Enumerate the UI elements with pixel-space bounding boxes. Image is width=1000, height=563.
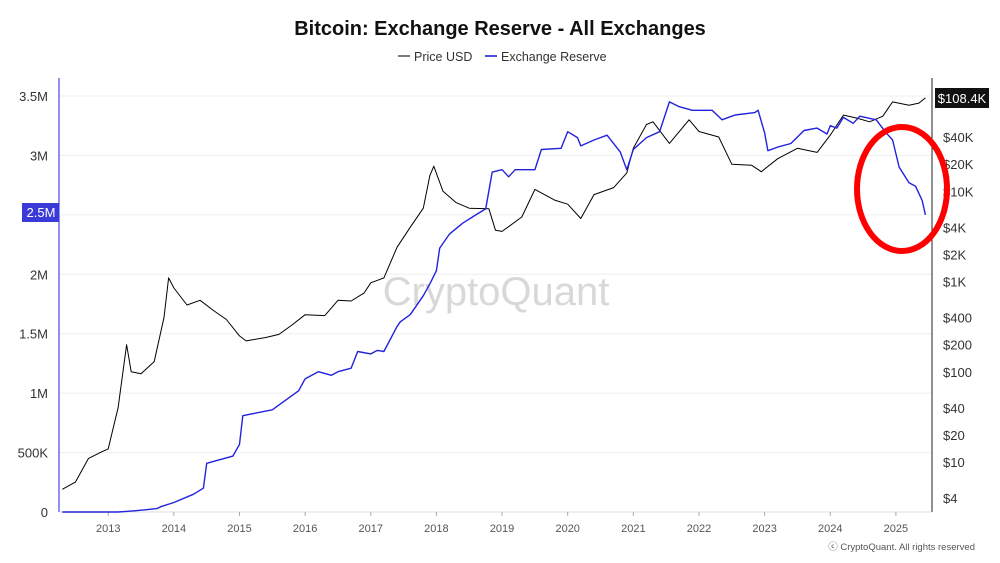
x-tick-label: 2020 bbox=[555, 523, 579, 535]
highlight-ellipse bbox=[854, 124, 950, 254]
x-tick-label: 2023 bbox=[752, 523, 776, 535]
left-axis-ticks: 0 500K 1M 1.5M 2M 3M 3.5M bbox=[18, 89, 49, 520]
right-current-value-tag: $108.4K bbox=[935, 88, 989, 108]
x-tick-label: 2014 bbox=[162, 523, 186, 535]
x-tick-label: 2016 bbox=[293, 523, 317, 535]
x-tick-label: 2024 bbox=[818, 523, 842, 535]
watermark: CryptoQuant bbox=[383, 270, 610, 314]
legend-label-price: Price USD bbox=[414, 50, 472, 64]
left-tick-label: 2M bbox=[30, 267, 48, 282]
copyright-footer: ⓒ CryptoQuant. All rights reserved bbox=[828, 542, 975, 553]
right-tick-label: $4K bbox=[943, 220, 966, 235]
left-current-value-label: 2.5M bbox=[27, 205, 56, 220]
x-tick-label: 2013 bbox=[96, 523, 120, 535]
right-tick-label: $1K bbox=[943, 275, 966, 290]
right-tick-label: $40 bbox=[943, 401, 965, 416]
right-tick-label: $20 bbox=[943, 428, 965, 443]
exchange-reserve-line bbox=[62, 101, 927, 513]
right-axis-ticks: $4 $10 $20 $40 $100 $200 $400 $1K $2K $4K $10K $20K… bbox=[943, 130, 974, 506]
x-tick-label: 2019 bbox=[490, 523, 514, 535]
series-layer bbox=[62, 97, 927, 513]
x-axis-ticks: 2013 2014 2015 2016 2017 2018 2019 2020 2021 2022… bbox=[96, 512, 908, 535]
right-tick-label: $10K bbox=[943, 184, 974, 199]
left-tick-label: 1.5M bbox=[19, 327, 48, 342]
left-current-value-tag: 2.5M bbox=[22, 203, 59, 222]
gridlines bbox=[59, 95, 932, 454]
left-tick-label: 0 bbox=[41, 505, 48, 520]
x-tick-label: 2018 bbox=[424, 523, 448, 535]
x-tick-label: 2022 bbox=[687, 523, 711, 535]
left-tick-label: 3M bbox=[30, 148, 48, 163]
left-tick-label: 500K bbox=[18, 446, 49, 461]
legend: Price USD Exchange Reserve bbox=[398, 50, 607, 64]
x-tick-label: 2017 bbox=[359, 523, 383, 535]
right-tick-label: $200 bbox=[943, 338, 972, 353]
x-tick-label: 2015 bbox=[227, 523, 251, 535]
right-tick-label: $2K bbox=[943, 247, 966, 262]
right-tick-label: $10 bbox=[943, 455, 965, 470]
x-tick-label: 2025 bbox=[884, 523, 908, 535]
right-tick-label: $20K bbox=[943, 157, 974, 172]
left-tick-label: 3.5M bbox=[19, 89, 48, 104]
x-tick-label: 2021 bbox=[621, 523, 645, 535]
right-current-value-label: $108.4K bbox=[938, 91, 987, 106]
price-usd-line bbox=[62, 97, 926, 490]
right-tick-label: $40K bbox=[943, 130, 974, 145]
chart-title: Bitcoin: Exchange Reserve - All Exchange… bbox=[294, 18, 706, 40]
right-tick-label: $100 bbox=[943, 365, 972, 380]
right-tick-label: $4 bbox=[943, 491, 957, 506]
right-tick-label: $400 bbox=[943, 311, 972, 326]
legend-label-reserve: Exchange Reserve bbox=[501, 50, 607, 64]
left-tick-label: 1M bbox=[30, 386, 48, 401]
